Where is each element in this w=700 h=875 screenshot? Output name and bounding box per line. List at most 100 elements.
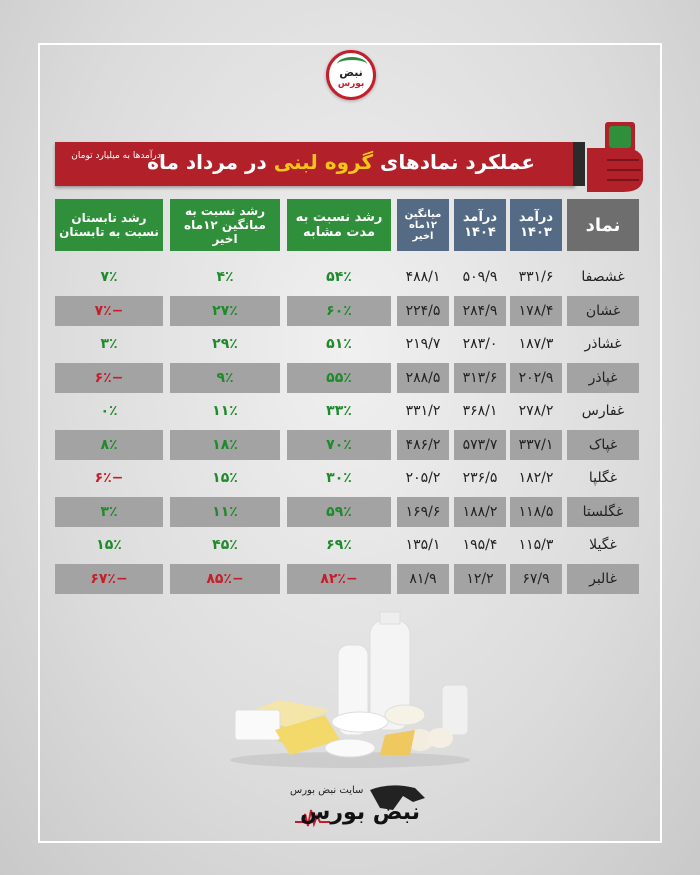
income-1404-cell: ۵۰۹/۹ <box>462 269 498 285</box>
cell-background <box>397 295 449 326</box>
cell-background <box>567 429 639 460</box>
avg-12m-cell: ۱۶۹/۶ <box>405 503 441 520</box>
income-1404-cell: ۱۲/۲ <box>466 570 494 587</box>
income-1403-cell: ۱۸۷/۳ <box>518 336 554 352</box>
avg-12m-cell: ۲۲۴/۵ <box>405 302 441 319</box>
symbol-cell: غپاذر <box>588 369 618 386</box>
avg-12m-cell: ۲۰۵/۲ <box>405 470 441 486</box>
symbol-cell: غشاذر <box>584 336 622 352</box>
cell-background <box>170 295 280 326</box>
growth-summer-cell: −۶٪ <box>94 470 124 486</box>
growth-same-cell: ۵۹٪ <box>326 503 352 520</box>
title-banner: عملکرد نمادهای گروه لبنی در مرداد ماه در… <box>55 142 575 186</box>
growth-summer-cell: ۷٪ <box>100 269 118 285</box>
cell-background <box>397 362 449 393</box>
table-row: غگلستا ۱۱۸/۵ ۱۸۸/۲ ۱۶۹/۶ ۵۹٪ ۱۱٪ ۳٪ <box>55 496 639 527</box>
growth-same-cell: ۶۰٪ <box>326 302 352 319</box>
income-1403-cell: ۶۷/۹ <box>522 570 550 587</box>
cell-background <box>567 362 639 393</box>
growth-avg-cell: ۱۵٪ <box>212 470 238 486</box>
logo-line2: بورس <box>337 79 365 89</box>
growth-same-cell: ۳۰٪ <box>326 470 352 486</box>
income-1403-cell: ۱۱۵/۳ <box>518 537 554 553</box>
cell-background <box>567 295 639 326</box>
cell-background <box>170 362 280 393</box>
cell-background <box>567 496 639 527</box>
dairy-products-image <box>230 611 470 768</box>
table-row: غشاذر ۱۸۷/۳ ۲۸۳/۰ ۲۱۹/۷ ۵۱٪ ۲۹٪ ۳٪ <box>55 329 639 359</box>
income-1404-cell: ۳۶۸/۱ <box>462 403 498 419</box>
symbol-cell: غشصفا <box>581 269 625 285</box>
cell-background <box>510 295 562 326</box>
symbol-cell: غفارس <box>581 403 625 419</box>
cell-background <box>55 563 163 594</box>
cell-background <box>287 362 391 393</box>
income-1404-cell: ۳۱۳/۶ <box>462 369 498 386</box>
growth-same-cell: ۷۰٪ <box>326 436 352 453</box>
cell-background <box>287 429 391 460</box>
avg-12m-cell: ۸۱/۹ <box>409 570 437 587</box>
income-1404-cell: ۱۸۸/۲ <box>462 503 498 520</box>
income-1404-cell: ۲۸۴/۹ <box>462 302 498 319</box>
footer-bull-logo-icon <box>295 785 425 828</box>
header-symbol: نماد <box>567 199 639 251</box>
cell-background <box>55 429 163 460</box>
growth-same-cell: ۵۱٪ <box>326 336 352 352</box>
table-row: غگلپا ۱۸۲/۲ ۲۳۶/۵ ۲۰۵/۲ ۳۰٪ ۱۵٪ −۶٪ <box>55 463 639 493</box>
cell-background <box>287 563 391 594</box>
growth-same-cell: ۵۵٪ <box>326 369 352 386</box>
table-row: غگیلا ۱۱۵/۳ ۱۹۵/۴ ۱۳۵/۱ ۶۹٪ ۴۵٪ ۱۵٪ <box>55 530 639 560</box>
header-growth-vs-avg: رشد نسبت به میانگین ۱۲ماه اخیر <box>170 199 280 251</box>
table-row: غپاذر ۲۰۲/۹ ۳۱۳/۶ ۲۸۸/۵ ۵۵٪ ۹٪ −۶٪ <box>55 362 639 393</box>
growth-summer-cell: −۷٪ <box>94 302 124 319</box>
income-1404-cell: ۲۸۳/۰ <box>462 336 498 352</box>
cell-background <box>287 496 391 527</box>
table-row: غشصفا ۳۳۱/۶ ۵۰۹/۹ ۴۸۸/۱ ۵۴٪ ۴٪ ۷٪ <box>55 262 639 292</box>
growth-avg-cell: ۴٪ <box>216 269 234 285</box>
growth-summer-cell: ۳٪ <box>100 503 118 520</box>
page-title: عملکرد نمادهای گروه لبنی در مرداد ماه <box>147 150 535 174</box>
header-growth-summer: رشد تابستان نسبت به تابستان <box>55 199 163 251</box>
growth-avg-cell: ۴۵٪ <box>212 537 238 553</box>
growth-summer-cell: ۸٪ <box>100 436 118 453</box>
symbol-cell: غگلپا <box>588 470 618 486</box>
cell-background <box>287 295 391 326</box>
avg-12m-cell: ۲۸۸/۵ <box>405 369 441 386</box>
avg-12m-cell: ۲۱۹/۷ <box>405 336 441 352</box>
growth-same-cell: ۳۳٪ <box>326 403 352 419</box>
growth-summer-cell: ۳٪ <box>100 336 118 352</box>
cell-background <box>510 362 562 393</box>
cell-background <box>454 362 506 393</box>
income-1403-cell: ۳۳۱/۶ <box>518 269 554 285</box>
growth-summer-cell: ۰٪ <box>100 403 118 419</box>
cell-background <box>170 429 280 460</box>
income-1403-cell: ۳۳۷/۱ <box>518 436 554 453</box>
growth-avg-cell: ۹٪ <box>216 369 234 386</box>
cell-background <box>55 295 163 326</box>
growth-avg-cell: ۲۷٪ <box>212 302 238 319</box>
symbol-cell: غپاک <box>588 436 618 453</box>
growth-same-cell: ۶۹٪ <box>326 537 352 553</box>
symbol-cell: غالبر <box>589 570 617 587</box>
cell-background <box>454 563 506 594</box>
income-1404-cell: ۱۹۵/۴ <box>462 537 498 553</box>
content-frame <box>38 43 662 843</box>
cell-background <box>567 563 639 594</box>
income-1403-cell: ۱۱۸/۵ <box>518 503 554 520</box>
growth-same-cell: ۵۴٪ <box>326 269 352 285</box>
cell-background <box>397 429 449 460</box>
symbol-cell: غگلستا <box>582 503 624 520</box>
logo-arc-icon <box>337 57 367 72</box>
cell-background <box>55 362 163 393</box>
symbol-cell: غشان <box>585 302 621 319</box>
income-1403-cell: ۱۷۸/۴ <box>518 302 554 319</box>
footer-site-label: سایت نبض بورس <box>290 785 364 796</box>
header-avg-12m: میانگین ۱۲ماه اخیر <box>397 199 449 251</box>
brand-logo: نبض بورس <box>326 50 376 100</box>
title-highlight: گروه لبنی <box>273 150 374 174</box>
growth-avg-cell: ۱۸٪ <box>212 436 238 453</box>
symbol-cell: غگیلا <box>589 537 617 553</box>
growth-avg-cell: −۸۵٪ <box>206 570 244 587</box>
unit-note: درآمدها به میلیارد تومان <box>71 151 161 161</box>
income-1404-cell: ۵۷۳/۷ <box>462 436 498 453</box>
